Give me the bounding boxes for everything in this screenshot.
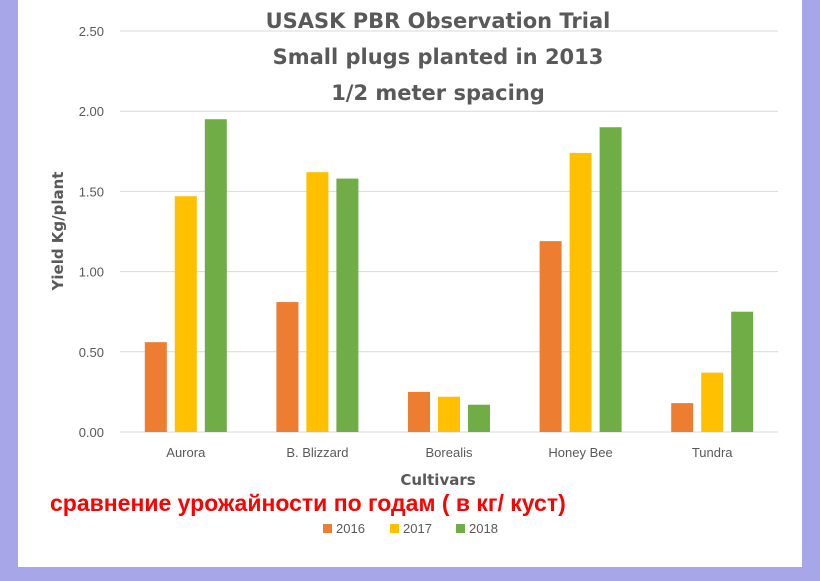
chart-title-line-2: Small plugs planted in 2013 bbox=[273, 45, 604, 69]
bar-2016-honey-bee bbox=[539, 241, 562, 432]
legend-swatch-2016 bbox=[323, 524, 332, 533]
x-axis-title: Cultivars bbox=[400, 471, 475, 489]
bar-2017-aurora bbox=[174, 196, 197, 432]
bar-2018-aurora bbox=[204, 119, 227, 432]
y-tick-label: 1.00 bbox=[79, 265, 104, 280]
bar-2018-b-blizzard bbox=[336, 178, 359, 432]
y-tick-label: 2.50 bbox=[79, 24, 104, 39]
y-tick-label: 0.00 bbox=[79, 425, 104, 440]
legend: 2016 2017 2018 bbox=[323, 521, 498, 536]
bar-2017-b-blizzard bbox=[306, 172, 329, 433]
bars bbox=[144, 119, 754, 433]
bar-2017-borealis bbox=[438, 396, 460, 432]
legend-label-2017: 2017 bbox=[403, 521, 432, 536]
bar-2018-honey-bee bbox=[599, 127, 622, 433]
y-tick-label: 2.00 bbox=[79, 104, 104, 119]
legend-swatch-2017 bbox=[390, 524, 399, 533]
bar-2018-borealis bbox=[468, 404, 490, 432]
chart-title-line-3: 1/2 meter spacing bbox=[331, 81, 545, 105]
x-tick-label: B. Blizzard bbox=[286, 445, 348, 460]
bar-2016-tundra bbox=[671, 403, 694, 432]
y-axis-title: Yield Kg/plant bbox=[49, 172, 67, 292]
x-tick-label: Aurora bbox=[166, 445, 206, 460]
y-tick-label: 0.50 bbox=[79, 345, 104, 360]
chart-title-line-1: USASK PBR Observation Trial bbox=[266, 9, 611, 33]
x-tick-label: Honey Bee bbox=[548, 445, 612, 460]
bar-2016-aurora bbox=[144, 342, 167, 432]
x-tick-label: Borealis bbox=[426, 445, 473, 460]
legend-swatch-2018 bbox=[456, 524, 465, 533]
y-tick-label: 1.50 bbox=[79, 184, 104, 199]
bar-2017-honey-bee bbox=[569, 152, 592, 433]
bar-2016-b-blizzard bbox=[276, 302, 299, 432]
x-tick-labels: Aurora B. Blizzard Borealis Honey Bee Tundra bbox=[166, 445, 733, 460]
bar-2017-tundra bbox=[701, 372, 724, 432]
bar-2016-borealis bbox=[408, 391, 430, 432]
x-tick-label: Tundra bbox=[692, 445, 733, 460]
legend-label-2018: 2018 bbox=[469, 521, 498, 536]
bar-2018-tundra bbox=[731, 311, 754, 432]
y-tick-labels: 0.00 0.50 1.00 1.50 2.00 2.50 bbox=[79, 24, 104, 440]
caption-text: сравнение урожайности по годам ( в кг/ к… bbox=[50, 490, 566, 516]
legend-label-2016: 2016 bbox=[336, 521, 365, 536]
